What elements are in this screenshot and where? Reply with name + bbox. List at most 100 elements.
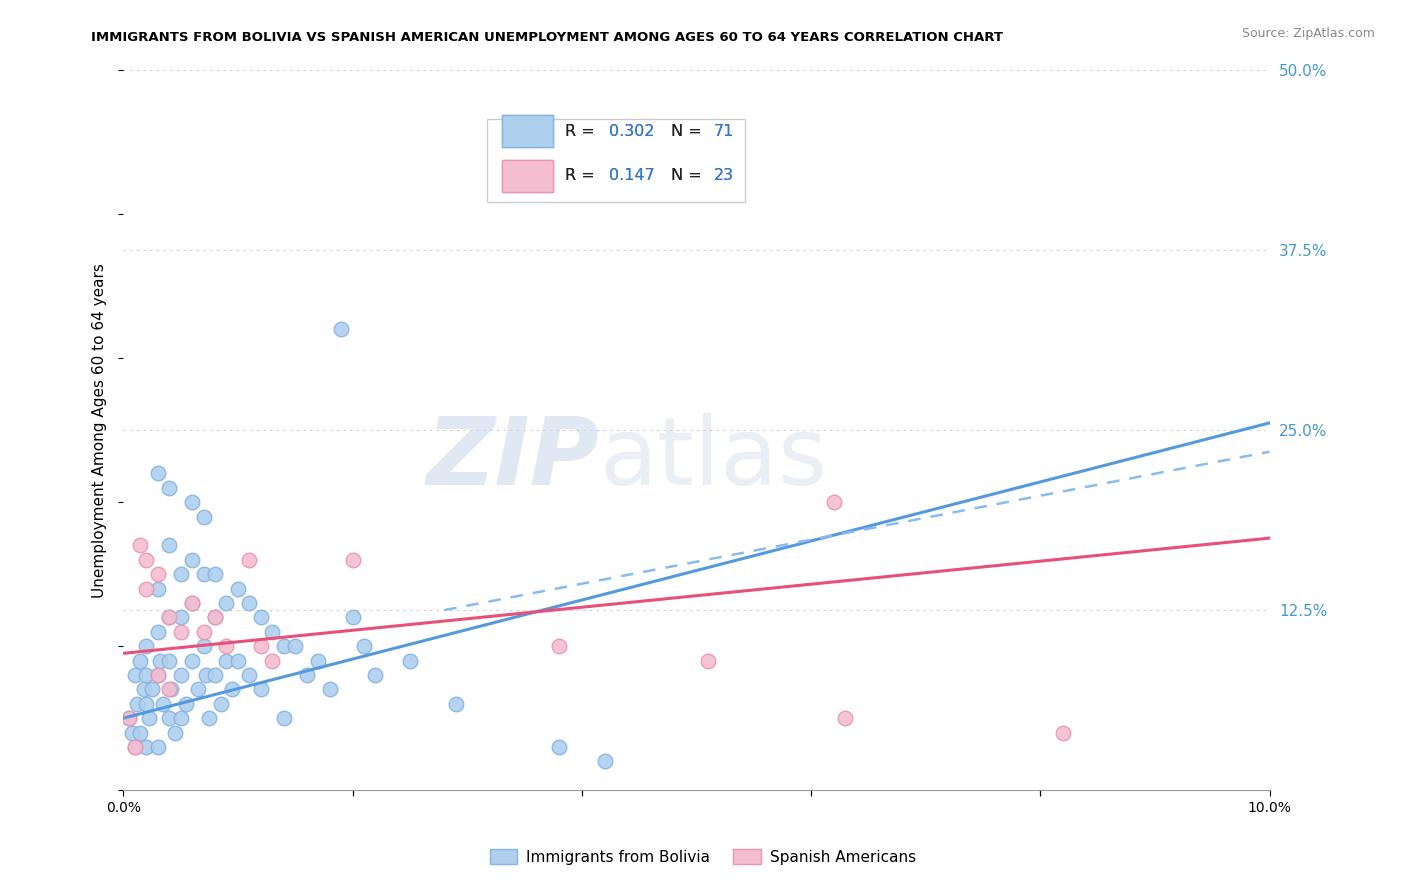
Point [157, 481, 180, 495]
Point [696, 654, 718, 668]
Text: R =: R = [565, 169, 599, 184]
Point [250, 639, 273, 653]
Point [204, 610, 226, 624]
Text: N =: N = [671, 169, 707, 184]
Point [135, 697, 157, 711]
Point [1052, 725, 1074, 739]
Point [157, 538, 180, 552]
Point [209, 697, 232, 711]
FancyBboxPatch shape [502, 115, 553, 147]
Point [238, 668, 260, 682]
Point [273, 711, 295, 725]
Point [194, 668, 217, 682]
Point [146, 467, 169, 481]
Point [318, 682, 340, 697]
Point [181, 552, 204, 566]
Text: 71: 71 [714, 124, 734, 139]
Point [135, 739, 157, 754]
Text: R =: R = [565, 124, 599, 139]
Point [284, 639, 307, 653]
Point [198, 711, 221, 725]
Point [132, 682, 155, 697]
FancyBboxPatch shape [502, 115, 553, 147]
Point [146, 624, 169, 639]
Point [157, 610, 180, 624]
Point [342, 610, 364, 624]
Point [135, 582, 157, 596]
FancyBboxPatch shape [486, 119, 745, 202]
Text: atlas: atlas [599, 413, 827, 505]
Point [129, 725, 152, 739]
FancyBboxPatch shape [502, 160, 553, 192]
Point [273, 639, 295, 653]
Point [193, 639, 215, 653]
Point [823, 495, 845, 509]
Point [157, 711, 180, 725]
Point [307, 654, 329, 668]
Point [169, 610, 191, 624]
Text: R =: R = [565, 124, 599, 139]
Text: 23: 23 [714, 169, 734, 184]
Point [169, 567, 191, 582]
Point [157, 610, 180, 624]
Point [181, 495, 204, 509]
Text: ZIP: ZIP [426, 413, 599, 505]
Point [118, 711, 141, 725]
Text: 0.302: 0.302 [609, 124, 655, 139]
Point [149, 654, 172, 668]
Point [146, 668, 169, 682]
Point [152, 697, 174, 711]
Point [221, 682, 243, 697]
Point [121, 725, 143, 739]
Point [181, 596, 204, 610]
Text: N =: N = [671, 124, 707, 139]
Point [193, 624, 215, 639]
Point [125, 697, 148, 711]
Text: IMMIGRANTS FROM BOLIVIA VS SPANISH AMERICAN UNEMPLOYMENT AMONG AGES 60 TO 64 YEA: IMMIGRANTS FROM BOLIVIA VS SPANISH AMERI… [91, 31, 1004, 45]
Point [187, 682, 209, 697]
FancyBboxPatch shape [502, 160, 553, 192]
Point [157, 654, 180, 668]
Point [238, 552, 260, 566]
Y-axis label: Unemployment Among Ages 60 to 64 years: Unemployment Among Ages 60 to 64 years [93, 262, 107, 598]
Point [295, 668, 318, 682]
Point [163, 725, 186, 739]
Point [129, 654, 152, 668]
Text: Source: ZipAtlas.com: Source: ZipAtlas.com [1241, 27, 1375, 40]
Point [129, 538, 152, 552]
Point [399, 654, 422, 668]
Point [226, 654, 249, 668]
Text: 23: 23 [714, 169, 734, 184]
Point [330, 322, 353, 336]
Text: 0.147: 0.147 [609, 169, 655, 184]
Point [141, 682, 163, 697]
Text: N =: N = [671, 169, 707, 184]
Point [250, 610, 273, 624]
Point [215, 639, 238, 653]
Point [193, 567, 215, 582]
Point [238, 596, 260, 610]
Text: 0.302: 0.302 [609, 124, 655, 139]
Point [135, 639, 157, 653]
Point [124, 668, 146, 682]
Point [146, 739, 169, 754]
Point [135, 552, 157, 566]
Point [176, 697, 198, 711]
Point [169, 711, 191, 725]
Point [262, 654, 284, 668]
Point [169, 624, 191, 639]
Point [146, 567, 169, 582]
Point [204, 567, 226, 582]
Point [215, 654, 238, 668]
Point [135, 668, 157, 682]
Point [353, 639, 375, 653]
Point [593, 755, 616, 769]
Point [226, 582, 249, 596]
Point [834, 711, 856, 725]
Point [342, 552, 364, 566]
Point [547, 739, 569, 754]
Point [146, 668, 169, 682]
Point [250, 682, 273, 697]
Point [364, 668, 387, 682]
Point [169, 668, 191, 682]
